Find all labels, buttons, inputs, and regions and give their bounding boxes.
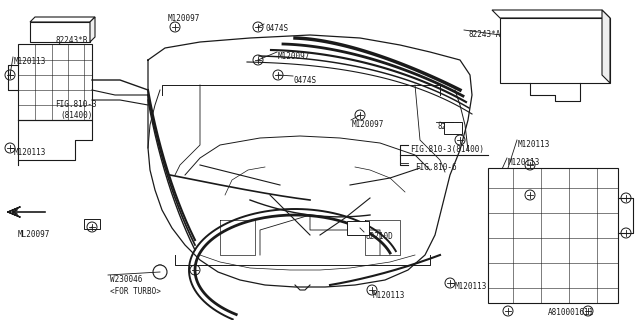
Polygon shape [602, 10, 610, 83]
Text: ML20097: ML20097 [18, 230, 51, 239]
Text: 0474S: 0474S [293, 76, 316, 85]
Bar [347, 221, 369, 235]
Text: 82210D: 82210D [365, 232, 393, 241]
Text: M120113: M120113 [14, 148, 46, 157]
Text: W230046: W230046 [110, 275, 142, 284]
Text: M120113: M120113 [373, 291, 405, 300]
Text: 82212: 82212 [437, 122, 460, 131]
Text: FIG.810-6: FIG.810-6 [415, 163, 456, 172]
Polygon shape [30, 22, 90, 42]
Text: <FOR TURBO>: <FOR TURBO> [110, 287, 161, 296]
Text: A810001611: A810001611 [548, 308, 595, 317]
Bar [444, 122, 462, 134]
Bar [84, 219, 100, 229]
Text: 82243*B: 82243*B [55, 36, 88, 45]
Text: FIG.810-3(81400): FIG.810-3(81400) [410, 145, 484, 154]
Text: M120097: M120097 [278, 52, 310, 61]
Text: 82243*A: 82243*A [468, 30, 500, 39]
Text: M120097: M120097 [168, 14, 200, 23]
Polygon shape [90, 17, 95, 42]
Bar [488, 168, 618, 303]
Text: M120113: M120113 [508, 158, 540, 167]
Text: FIG.810-3: FIG.810-3 [55, 100, 97, 109]
Text: (81400): (81400) [60, 111, 92, 120]
Text: M120113: M120113 [455, 282, 488, 291]
Polygon shape [18, 44, 92, 120]
Text: M120113: M120113 [518, 140, 550, 149]
Polygon shape [30, 17, 95, 22]
Text: M120113: M120113 [14, 57, 46, 66]
Text: 0474S: 0474S [265, 24, 288, 33]
Circle shape [153, 265, 167, 279]
Text: M120097: M120097 [352, 120, 385, 129]
Polygon shape [492, 10, 610, 18]
Polygon shape [500, 18, 610, 83]
